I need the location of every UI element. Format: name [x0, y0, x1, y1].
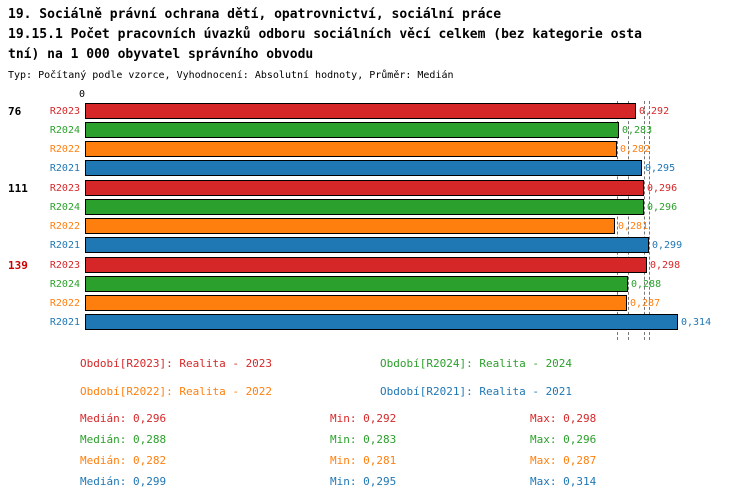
chart-subtitle-line1: 19.15.1 Počet pracovních úvazků odboru s… — [8, 27, 642, 42]
period-label: R2024 — [49, 201, 80, 213]
period-label: R2024 — [49, 124, 80, 136]
group-label: 111 — [8, 181, 28, 195]
bar-111-r2021 — [85, 237, 649, 253]
period-label: R2021 — [49, 162, 80, 174]
bar-value-label: 0,296 — [647, 182, 678, 194]
bar-value-label: 0,299 — [652, 239, 683, 251]
stat-min: Min: 0,295 — [330, 475, 397, 488]
stat-median: Medián: 0,296 — [80, 412, 167, 425]
group-label: 76 — [8, 104, 22, 118]
bar-group-76: 76 R2023 0,292 R2024 0,283 R2022 0,282 R2021 0,2… — [0, 103, 750, 176]
bar-row: R2022 0,281 — [0, 218, 750, 234]
legend-item: Období[R2022]: Realita - 2022 — [80, 385, 273, 398]
bar-value-label: 0,298 — [650, 259, 681, 271]
period-label: R2022 — [49, 143, 80, 155]
chart-subtitle-line2: tní) na 1 000 obyvatel správního obvodu — [8, 47, 314, 62]
legend-item: Období[R2021]: Realita - 2021 — [380, 385, 573, 398]
axis-origin-label: 0 — [79, 89, 86, 100]
chart-stats: Medián: 0,296 Min: 0,292 Max: 0,298 Medián:… — [80, 408, 750, 492]
bar-row: R2024 0,283 — [0, 122, 750, 138]
bar-row: R2024 0,296 — [0, 199, 750, 215]
bar-row: 139 R2023 0,298 — [0, 257, 750, 273]
stat-min: Min: 0,281 — [330, 454, 397, 467]
period-label: R2022 — [49, 297, 80, 309]
period-label: R2021 — [49, 239, 80, 251]
title-block: 19. Sociálně právní ochrana dětí, opatro… — [0, 0, 750, 83]
bar-value-label: 0,281 — [618, 220, 649, 232]
group-label: 139 — [8, 258, 28, 272]
stat-max: Max: 0,287 — [530, 454, 597, 467]
period-label: R2021 — [49, 316, 80, 328]
bar-139-r2021 — [85, 314, 678, 330]
stat-min: Min: 0,292 — [330, 412, 397, 425]
legend-item: Období[R2023]: Realita - 2023 — [80, 357, 273, 370]
bar-76-r2024 — [85, 122, 619, 138]
bar-139-r2023 — [85, 257, 647, 273]
bar-row: R2022 0,287 — [0, 295, 750, 311]
bar-value-label: 0,283 — [622, 124, 653, 136]
bar-76-r2021 — [85, 160, 642, 176]
legend-item: Období[R2024]: Realita - 2024 — [380, 357, 573, 370]
period-label: R2022 — [49, 220, 80, 232]
bar-row: 76 R2023 0,292 — [0, 103, 750, 119]
bar-139-r2022 — [85, 295, 627, 311]
stat-median: Medián: 0,288 — [80, 433, 167, 446]
bar-value-label: 0,282 — [620, 143, 651, 155]
bar-111-r2024 — [85, 199, 644, 215]
median-gridline — [649, 101, 651, 340]
stat-max: Max: 0,298 — [530, 412, 597, 425]
median-gridline — [617, 101, 619, 340]
bar-value-label: 0,295 — [645, 162, 676, 174]
bar-row: R2021 0,299 — [0, 237, 750, 253]
bar-row: R2021 0,314 — [0, 314, 750, 330]
period-label: R2023 — [49, 259, 80, 271]
chart-legend: Období[R2023]: Realita - 2023 Období[R202… — [80, 350, 750, 406]
bar-row: 111 R2023 0,296 — [0, 180, 750, 196]
median-gridline — [643, 101, 645, 340]
bar-value-label: 0,288 — [631, 278, 662, 290]
period-label: R2023 — [49, 182, 80, 194]
stat-median: Medián: 0,282 — [80, 454, 167, 467]
bar-group-139: 139 R2023 0,298 R2024 0,288 R2022 0,287 R2021 0,… — [0, 257, 750, 330]
bar-value-label: 0,296 — [647, 201, 678, 213]
period-label: R2023 — [49, 105, 80, 117]
chart-meta: Typ: Počítaný podle vzorce, Vyhodnocení:… — [8, 70, 454, 81]
bar-value-label: 0,287 — [630, 297, 661, 309]
horizontal-bar-chart: 0 76 R2023 0,292 R2024 0,283 R2022 0,282 R2021 0… — [0, 89, 750, 340]
stat-median: Medián: 0,299 — [80, 475, 167, 488]
bar-111-r2022 — [85, 218, 615, 234]
stat-max: Max: 0,296 — [530, 433, 597, 446]
bar-row: R2021 0,295 — [0, 160, 750, 176]
stat-min: Min: 0,283 — [330, 433, 397, 446]
bar-value-label: 0,292 — [639, 105, 670, 117]
bar-111-r2023 — [85, 180, 644, 196]
stat-max: Max: 0,314 — [530, 475, 597, 488]
bar-row: R2024 0,288 — [0, 276, 750, 292]
bar-139-r2024 — [85, 276, 628, 292]
bar-value-label: 0,314 — [681, 316, 712, 328]
bar-group-111: 111 R2023 0,296 R2024 0,296 R2022 0,281 R2021 0,… — [0, 180, 750, 253]
median-gridline — [628, 101, 630, 340]
bar-76-r2022 — [85, 141, 617, 157]
chart-title: 19. Sociálně právní ochrana dětí, opatro… — [8, 7, 502, 22]
bar-row: R2022 0,282 — [0, 141, 750, 157]
bar-76-r2023 — [85, 103, 636, 119]
period-label: R2024 — [49, 278, 80, 290]
